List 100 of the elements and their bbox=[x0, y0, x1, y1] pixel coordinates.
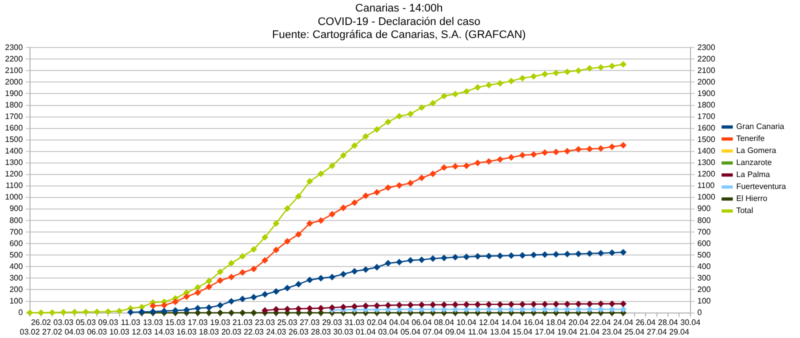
legend-label: Fuerteventura bbox=[736, 182, 787, 192]
x-tick-label: 01.04 bbox=[356, 327, 376, 336]
y-tick-label: 1800 bbox=[5, 100, 24, 110]
x-tick-label: 27.04 bbox=[646, 327, 668, 336]
chart-title: Canarias - 14:00h bbox=[355, 2, 443, 15]
x-tick-label: 16.03 bbox=[176, 327, 198, 336]
y2-tick-label: 600 bbox=[697, 238, 712, 248]
x-tick-label: 11.04 bbox=[468, 327, 488, 336]
y2-tick-label: 1200 bbox=[697, 170, 716, 179]
x-tick-label: 31.03 bbox=[344, 318, 366, 327]
x-tick-label: 03.03 bbox=[53, 318, 74, 327]
y2-tick-label: 1400 bbox=[697, 146, 716, 156]
y2-tick-label: 1500 bbox=[697, 135, 716, 144]
y2-tick-label: 200 bbox=[697, 284, 712, 294]
x-tick-label: 28.03 bbox=[310, 327, 332, 336]
y-tick-label: 1500 bbox=[5, 135, 24, 144]
x-tick-label: 09.04 bbox=[445, 327, 466, 336]
x-tick-label: 23.03 bbox=[254, 318, 276, 327]
x-tick-label: 21.04 bbox=[580, 327, 600, 336]
x-tick-label: 05.04 bbox=[400, 327, 422, 336]
x-tick-label: 28.04 bbox=[658, 318, 679, 327]
x-tick-label: 26.03 bbox=[288, 327, 310, 336]
legend-label: La Palma bbox=[736, 170, 771, 180]
x-tick-label: 16.04 bbox=[524, 318, 544, 327]
y-tick-label: 1000 bbox=[5, 192, 24, 202]
legend-label: El Hierro bbox=[736, 194, 768, 204]
y2-tick-label: 1600 bbox=[697, 124, 716, 133]
y-tick-label: 1200 bbox=[5, 170, 24, 179]
source-note: Fuente: Cartográfica de Canarias, S.A. (GRAFCAN) bbox=[272, 29, 526, 42]
x-tick-label: 26.04 bbox=[636, 318, 656, 327]
legend-label: Lanzarote bbox=[736, 158, 772, 168]
y-tick-label: 2200 bbox=[5, 54, 24, 64]
x-tick-label: 04.04 bbox=[389, 318, 410, 327]
x-tick-label: 14.03 bbox=[154, 327, 175, 336]
x-tick-label: 29.04 bbox=[669, 327, 690, 336]
y-tick-label: 2100 bbox=[5, 66, 24, 75]
y2-tick-label: 500 bbox=[697, 250, 712, 260]
y2-tick-label: 0 bbox=[697, 308, 702, 318]
y-tick-label: 200 bbox=[9, 284, 24, 294]
x-tick-label: 24.04 bbox=[613, 318, 634, 327]
x-tick-label: 11.03 bbox=[120, 318, 141, 327]
x-tick-label: 20.04 bbox=[568, 318, 589, 327]
x-tick-label: 27.03 bbox=[300, 318, 320, 327]
y-tick-label: 1100 bbox=[6, 181, 24, 190]
y-tick-label: 1900 bbox=[5, 88, 24, 98]
x-tick-label: 15.04 bbox=[512, 327, 534, 336]
y-tick-label: 2300 bbox=[5, 42, 24, 52]
x-tick-label: 03.04 bbox=[378, 327, 399, 336]
x-tick-label: 18.04 bbox=[546, 318, 567, 327]
x-tick-label: 25.03 bbox=[277, 318, 298, 327]
legend-label: La Gomera bbox=[736, 146, 777, 156]
x-tick-label: 06.04 bbox=[412, 318, 432, 327]
x-tick-label: 08.04 bbox=[434, 318, 455, 327]
y-tick-label: 0 bbox=[18, 308, 24, 318]
x-tick-label: 19.03 bbox=[210, 318, 231, 327]
y2-tick-label: 1800 bbox=[697, 100, 716, 110]
y-tick-label: 1300 bbox=[5, 158, 24, 168]
x-tick-label: 10.04 bbox=[456, 318, 478, 327]
y-tick-label: 1700 bbox=[5, 112, 24, 121]
x-tick-label: 02.04 bbox=[366, 318, 388, 327]
x-tick-label: 27.02 bbox=[42, 327, 63, 336]
y-tick-label: 600 bbox=[9, 238, 24, 248]
y2-tick-label: 1000 bbox=[697, 192, 716, 202]
y-tick-label: 100 bbox=[9, 296, 24, 306]
y2-tick-label: 1100 bbox=[697, 181, 716, 190]
x-tick-label: 12.03 bbox=[132, 327, 152, 336]
x-tick-label: 13.04 bbox=[490, 327, 511, 336]
y2-tick-label: 2200 bbox=[697, 54, 716, 64]
y2-tick-label: 100 bbox=[697, 296, 712, 306]
y2-tick-label: 700 bbox=[697, 227, 712, 236]
legend-label: Tenerife bbox=[736, 134, 766, 144]
y-tick-label: 500 bbox=[9, 250, 24, 260]
x-tick-label: 23.04 bbox=[602, 327, 623, 336]
y2-tick-label: 2300 bbox=[697, 42, 716, 52]
x-tick-label: 20.03 bbox=[221, 327, 242, 336]
x-tick-label: 24.03 bbox=[266, 327, 287, 336]
x-tick-label: 03.02 bbox=[20, 327, 40, 336]
x-tick-label: 12.04 bbox=[478, 318, 500, 327]
x-tick-label: 09.03 bbox=[98, 318, 119, 327]
x-tick-label: 17.04 bbox=[534, 327, 556, 336]
y2-tick-label: 1300 bbox=[697, 158, 716, 168]
x-tick-label: 25.04 bbox=[624, 327, 645, 336]
y2-tick-label: 900 bbox=[697, 204, 712, 214]
y2-tick-label: 300 bbox=[697, 273, 712, 282]
y2-tick-label: 1900 bbox=[697, 88, 716, 98]
x-tick-label: 26.02 bbox=[30, 318, 52, 327]
x-tick-label: 07.04 bbox=[422, 327, 444, 336]
y-tick-label: 2000 bbox=[5, 77, 24, 86]
y2-tick-label: 2000 bbox=[697, 77, 716, 86]
x-tick-label: 18.03 bbox=[198, 327, 220, 336]
x-tick-label: 13.03 bbox=[142, 318, 164, 327]
x-tick-label: 22.04 bbox=[590, 318, 612, 327]
legend-label: Total bbox=[736, 206, 754, 216]
legend-label: Gran Canaria bbox=[736, 122, 785, 132]
x-tick-label: 15.03 bbox=[165, 318, 186, 327]
y2-tick-label: 400 bbox=[697, 262, 712, 271]
x-tick-label: 21.03 bbox=[232, 318, 254, 327]
x-tick-label: 10.03 bbox=[109, 327, 130, 336]
x-tick-label: 05.03 bbox=[76, 318, 96, 327]
x-tick-label: 06.03 bbox=[86, 327, 108, 336]
